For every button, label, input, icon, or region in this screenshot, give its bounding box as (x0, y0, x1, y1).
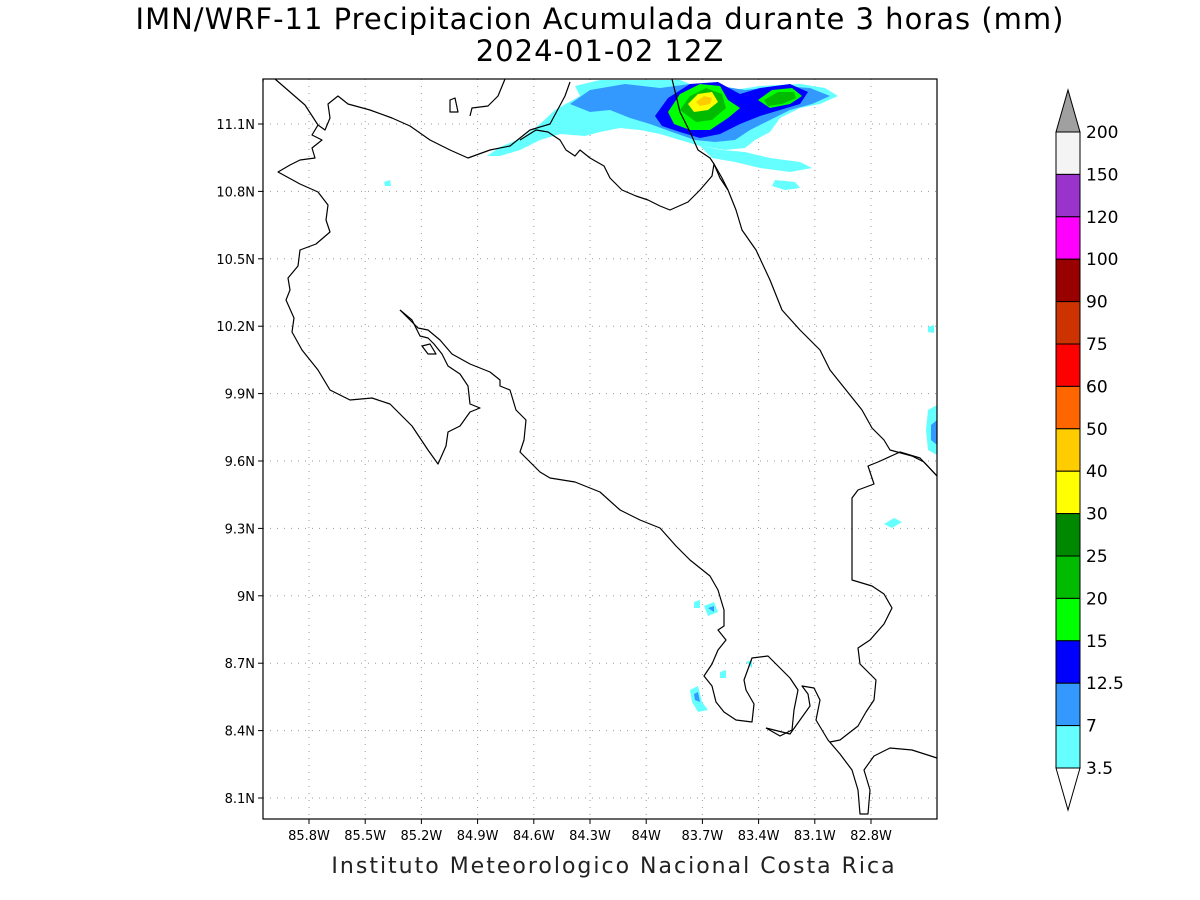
colorbar-label: 75 (1086, 335, 1108, 355)
colorbar-label: 30 (1086, 505, 1108, 525)
lon-tick-label: 84.6W (513, 829, 555, 844)
colorbar-swatch (1055, 640, 1081, 684)
precip-patch-osa-1b (708, 606, 714, 612)
colorbar-label: 12.5 (1086, 674, 1124, 694)
longitude-axis: 85.8W 85.5W 85.2W 84.9W 84.6W 84.3W 84W 83.7W 83… (288, 819, 892, 844)
map-frame (262, 78, 938, 820)
colorbar-label: 100 (1086, 250, 1118, 270)
lon-tick-label: 85.5W (344, 829, 386, 844)
lon-tick-label: 85.8W (288, 829, 330, 844)
colorbar-swatch (1055, 258, 1081, 303)
colorbar-under-arrow (1055, 767, 1081, 812)
lat-tick-label: 11.1N (216, 118, 255, 133)
colorbar-swatch (1055, 173, 1081, 218)
colorbar-swatch (1055, 597, 1081, 642)
lon-tick-label: 85.2W (400, 829, 442, 844)
colorbar-swatch (1055, 343, 1081, 387)
precip-patch-small-6 (694, 600, 700, 608)
lat-tick-label: 9.6N (225, 455, 255, 470)
colorbar-over-arrow (1055, 88, 1081, 133)
lat-tick-label: 10.5N (216, 253, 255, 268)
nicaragua-lake-notch (469, 78, 506, 117)
nicaragua-border (519, 78, 715, 211)
colorbar-label: 40 (1086, 462, 1108, 482)
colorbar-legend: 200 150 120 100 90 75 60 50 40 30 25 20 15 12.5 7 3.5 (1055, 88, 1124, 812)
panama-border (829, 451, 938, 743)
colorbar-label: 90 (1086, 293, 1108, 313)
colorbar-label: 20 (1086, 589, 1108, 609)
lon-tick-label: 84.3W (569, 829, 611, 844)
lon-tick-label: 84.9W (457, 829, 499, 844)
map-title: IMN/WRF-11 Precipitacion Acumulada duran… (135, 2, 1065, 36)
colorbar-swatch (1055, 513, 1081, 557)
colorbar-label: 50 (1086, 420, 1108, 440)
map-subtitle-date: 2024-01-02 12Z (475, 34, 725, 68)
precip-patch-east-small (884, 518, 902, 528)
lat-tick-label: 8.1N (225, 792, 255, 807)
lon-tick-label: 83.1W (794, 829, 836, 844)
lon-tick-label: 83.4W (738, 829, 780, 844)
precip-cyan-band-south (700, 146, 812, 172)
colorbar-swatch (1055, 428, 1081, 472)
latitude-axis: 11.1N 10.8N 10.5N 10.2N 9.9N 9.6N 9.3N 9N 8.7N 8.… (216, 118, 263, 807)
san-juan-spur (713, 163, 729, 191)
precipitation-field (384, 80, 937, 712)
lat-tick-label: 9.3N (225, 522, 255, 537)
colorbar-label: 3.5 (1086, 759, 1113, 779)
lat-tick-label: 9N (237, 590, 255, 605)
colorbar-label: 7 (1086, 717, 1097, 737)
lon-tick-label: 82.8W (850, 829, 892, 844)
colorbar-swatch (1055, 301, 1081, 345)
colorbar-swatch (1055, 555, 1081, 599)
lat-tick-label: 10.2N (216, 320, 255, 335)
lake-island (449, 97, 459, 113)
precip-cyan-patch-east (772, 180, 800, 190)
lon-tick-label: 84W (631, 829, 661, 844)
precip-green-east (764, 92, 796, 106)
map-plot-area (262, 78, 938, 820)
colorbar-swatch (1055, 725, 1081, 769)
colorbar-label: 15 (1086, 632, 1108, 652)
lon-tick-label: 83.7W (681, 829, 723, 844)
colorbar-swatch (1055, 216, 1081, 260)
colorbar-swatch (1055, 682, 1081, 727)
colorbar-label: 25 (1086, 547, 1108, 567)
colorbar-label: 150 (1086, 165, 1118, 185)
precip-gold-core (696, 96, 712, 106)
footer-credit: Instituto Meteorologico Nacional Costa R… (331, 854, 897, 879)
colorbar-label: 120 (1086, 208, 1118, 228)
colorbar-label: 200 (1086, 123, 1118, 143)
precip-patch-small-5 (384, 180, 391, 186)
colorbar-swatch (1055, 385, 1081, 430)
nicoya-island (421, 343, 437, 355)
colorbar-swatch (1055, 470, 1081, 515)
coastlines-borders (262, 78, 938, 815)
lat-tick-label: 8.7N (225, 657, 255, 672)
nicaragua-lake-shore (274, 78, 571, 159)
lat-tick-label: 10.8N (216, 185, 255, 200)
lat-tick-label: 9.9N (225, 388, 255, 403)
precip-patch-small-4 (720, 670, 726, 678)
nicoya-inner-coast (399, 309, 799, 737)
colorbar-swatch (1055, 131, 1081, 175)
colorbar-label: 60 (1086, 377, 1108, 397)
lat-tick-label: 8.4N (225, 725, 255, 740)
caribbean-coast (713, 163, 938, 477)
golfo-dulce (765, 685, 938, 815)
precip-patch-osa-2b (694, 692, 700, 702)
precip-patch-east-tiny (928, 325, 934, 333)
precip-patch-caribbean-inner (931, 420, 937, 445)
